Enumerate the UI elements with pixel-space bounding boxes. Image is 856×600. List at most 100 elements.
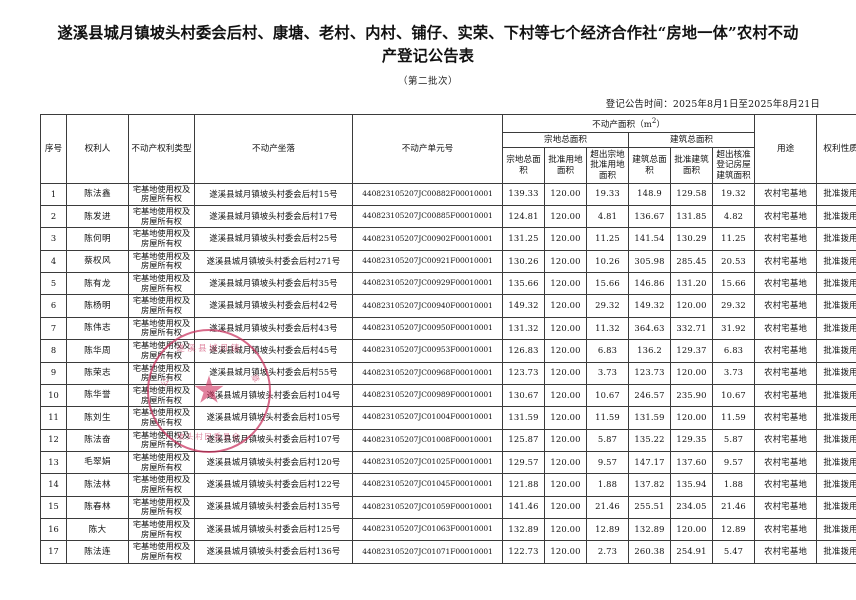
cell-seq: 1 [40, 182, 67, 207]
cell-nature: 批准拨用 [816, 182, 856, 207]
cell-right-type: 宅基地使用权及房屋所有权 [128, 249, 195, 274]
cell-land-excess: 15.66 [586, 272, 629, 296]
cell-seq: 4 [40, 249, 67, 274]
cell-build-excess: 1.88 [711, 473, 756, 497]
cell-use: 农村宅基地 [754, 316, 818, 341]
cell-right-type: 宅基地使用权及房屋所有权 [128, 540, 195, 564]
cell-right-type: 宅基地使用权及房屋所有权 [128, 495, 195, 519]
cell-build-total: 246.57 [628, 383, 671, 408]
cell-unit-no: 440823105207JC01008F00010001 [352, 428, 503, 452]
cell-land-total: 141.46 [502, 495, 545, 519]
cell-owner: 陈春林 [66, 495, 129, 519]
cell-unit-no: 440823105207JC01071F00010001 [352, 540, 503, 564]
cell-use: 农村宅基地 [754, 205, 818, 229]
cell-seq: 8 [40, 339, 67, 363]
cell-build-excess: 3.73 [711, 361, 756, 385]
header-seq-label: 序号 [44, 143, 63, 154]
cell-use: 农村宅基地 [754, 249, 818, 274]
cell-nature: 批准拨用 [816, 450, 856, 475]
cell-land-total: 125.87 [502, 428, 545, 452]
cell-unit-no: 440823105207JC00929F00010001 [352, 272, 503, 296]
cell-nature: 批准拨用 [816, 473, 856, 497]
cell-seq: 10 [40, 383, 67, 408]
cell-nature: 批准拨用 [816, 428, 856, 452]
cell-right-type: 宅基地使用权及房屋所有权 [128, 316, 195, 341]
cell-build-approved: 120.00 [670, 517, 713, 542]
cell-build-total: 136.2 [628, 339, 671, 363]
header-land-excess: 超出宗地批准用地面积 [586, 147, 629, 184]
cell-land-total: 131.32 [502, 316, 545, 341]
cell-build-approved: 131.20 [670, 272, 713, 296]
cell-land-approved: 120.00 [544, 495, 587, 519]
cell-owner: 陈伟志 [66, 316, 129, 341]
cell-unit-no: 440823105207JC00885F00010001 [352, 205, 503, 229]
cell-unit-no: 440823105207JC00921F00010001 [352, 249, 503, 274]
cell-build-approved: 129.35 [670, 428, 713, 452]
cell-use: 农村宅基地 [754, 182, 818, 207]
cell-owner: 陈法奋 [66, 428, 129, 452]
cell-build-total: 364.63 [628, 316, 671, 341]
cell-owner: 陈何明 [66, 227, 129, 251]
cell-use: 农村宅基地 [754, 383, 818, 408]
cell-build-total: 136.67 [628, 205, 671, 229]
table-row: 11 陈刘生 宅基地使用权及房屋所有权 遂溪县城月镇坡头村委会后村105号 440823… [40, 406, 856, 430]
header-land-total-group: 宗地总面积 [502, 132, 629, 149]
cell-land-approved: 120.00 [544, 182, 587, 207]
table-row: 13 毛翠娟 宅基地使用权及房屋所有权 遂溪县城月镇坡头村委会后村120号 440823… [40, 450, 856, 475]
cell-nature: 批准拨用 [816, 495, 856, 519]
cell-land-total: 135.66 [502, 272, 545, 296]
cell-build-approved: 254.91 [670, 540, 713, 564]
cell-unit-no: 440823105207JC01059F00010001 [352, 495, 503, 519]
cell-build-excess: 11.59 [711, 406, 756, 430]
cell-land-approved: 120.00 [544, 383, 587, 408]
cell-seq: 13 [40, 450, 67, 475]
cell-build-approved: 235.90 [670, 383, 713, 408]
cell-right-type: 宅基地使用权及房屋所有权 [128, 517, 195, 542]
cell-location: 遂溪县城月镇坡头村委会后村125号 [194, 517, 353, 542]
table-row: 15 陈春林 宅基地使用权及房屋所有权 遂溪县城月镇坡头村委会后村135号 440823… [40, 495, 856, 519]
cell-location: 遂溪县城月镇坡头村委会后村105号 [194, 406, 353, 430]
cell-land-total: 149.32 [502, 294, 545, 318]
cell-right-type: 宅基地使用权及房屋所有权 [128, 272, 195, 296]
cell-right-type: 宅基地使用权及房屋所有权 [128, 361, 195, 385]
cell-use: 农村宅基地 [754, 339, 818, 363]
table-row: 12 陈法奋 宅基地使用权及房屋所有权 遂溪县城月镇坡头村委会后村107号 440823… [40, 428, 856, 452]
cell-right-type: 宅基地使用权及房屋所有权 [128, 406, 195, 430]
cell-land-excess: 29.32 [586, 294, 629, 318]
cell-seq: 7 [40, 316, 67, 341]
cell-build-total: 305.98 [628, 249, 671, 274]
cell-unit-no: 440823105207JC01004F00010001 [352, 406, 503, 430]
cell-location: 遂溪县城月镇坡头村委会后村45号 [194, 339, 353, 363]
cell-build-excess: 5.47 [711, 540, 756, 564]
cell-build-approved: 285.45 [670, 249, 713, 274]
cell-land-total: 123.73 [502, 361, 545, 385]
header-build-excess: 超出核准登记房屋建筑面积 [711, 147, 756, 184]
cell-build-approved: 120.00 [670, 406, 713, 430]
cell-location: 遂溪县城月镇坡头村委会后村122号 [194, 473, 353, 497]
cell-use: 农村宅基地 [754, 517, 818, 542]
header-build-total-group: 建筑总面积 [627, 132, 756, 149]
cell-land-total: 131.59 [502, 406, 545, 430]
cell-owner: 蔡权风 [66, 249, 129, 274]
cell-nature: 批准拨用 [816, 316, 856, 341]
cell-land-approved: 120.00 [544, 450, 587, 475]
cell-right-type: 宅基地使用权及房屋所有权 [128, 383, 195, 408]
cell-land-excess: 10.67 [586, 383, 629, 408]
cell-build-approved: 131.85 [670, 205, 713, 229]
cell-build-excess: 12.89 [711, 517, 756, 542]
cell-use: 农村宅基地 [754, 272, 818, 296]
cell-right-type: 宅基地使用权及房屋所有权 [128, 428, 195, 452]
cell-owner: 陈法林 [66, 473, 129, 497]
cell-location: 遂溪县城月镇坡头村委会后村136号 [194, 540, 353, 564]
header-land-total-sub: 宗地总面积 [502, 147, 545, 184]
table-row: 9 陈荣志 宅基地使用权及房屋所有权 遂溪县城月镇坡头村委会后村55号 44082310… [40, 361, 856, 385]
cell-location: 遂溪县城月镇坡头村委会后村271号 [194, 249, 353, 274]
cell-unit-no: 440823105207JC00968F00010001 [352, 361, 503, 385]
cell-use: 农村宅基地 [754, 428, 818, 452]
cell-land-excess: 10.26 [586, 249, 629, 274]
cell-build-total: 260.38 [628, 540, 671, 564]
cell-build-approved: 130.29 [670, 227, 713, 251]
cell-land-approved: 120.00 [544, 517, 587, 542]
cell-land-approved: 120.00 [544, 406, 587, 430]
cell-nature: 批准拨用 [816, 205, 856, 229]
